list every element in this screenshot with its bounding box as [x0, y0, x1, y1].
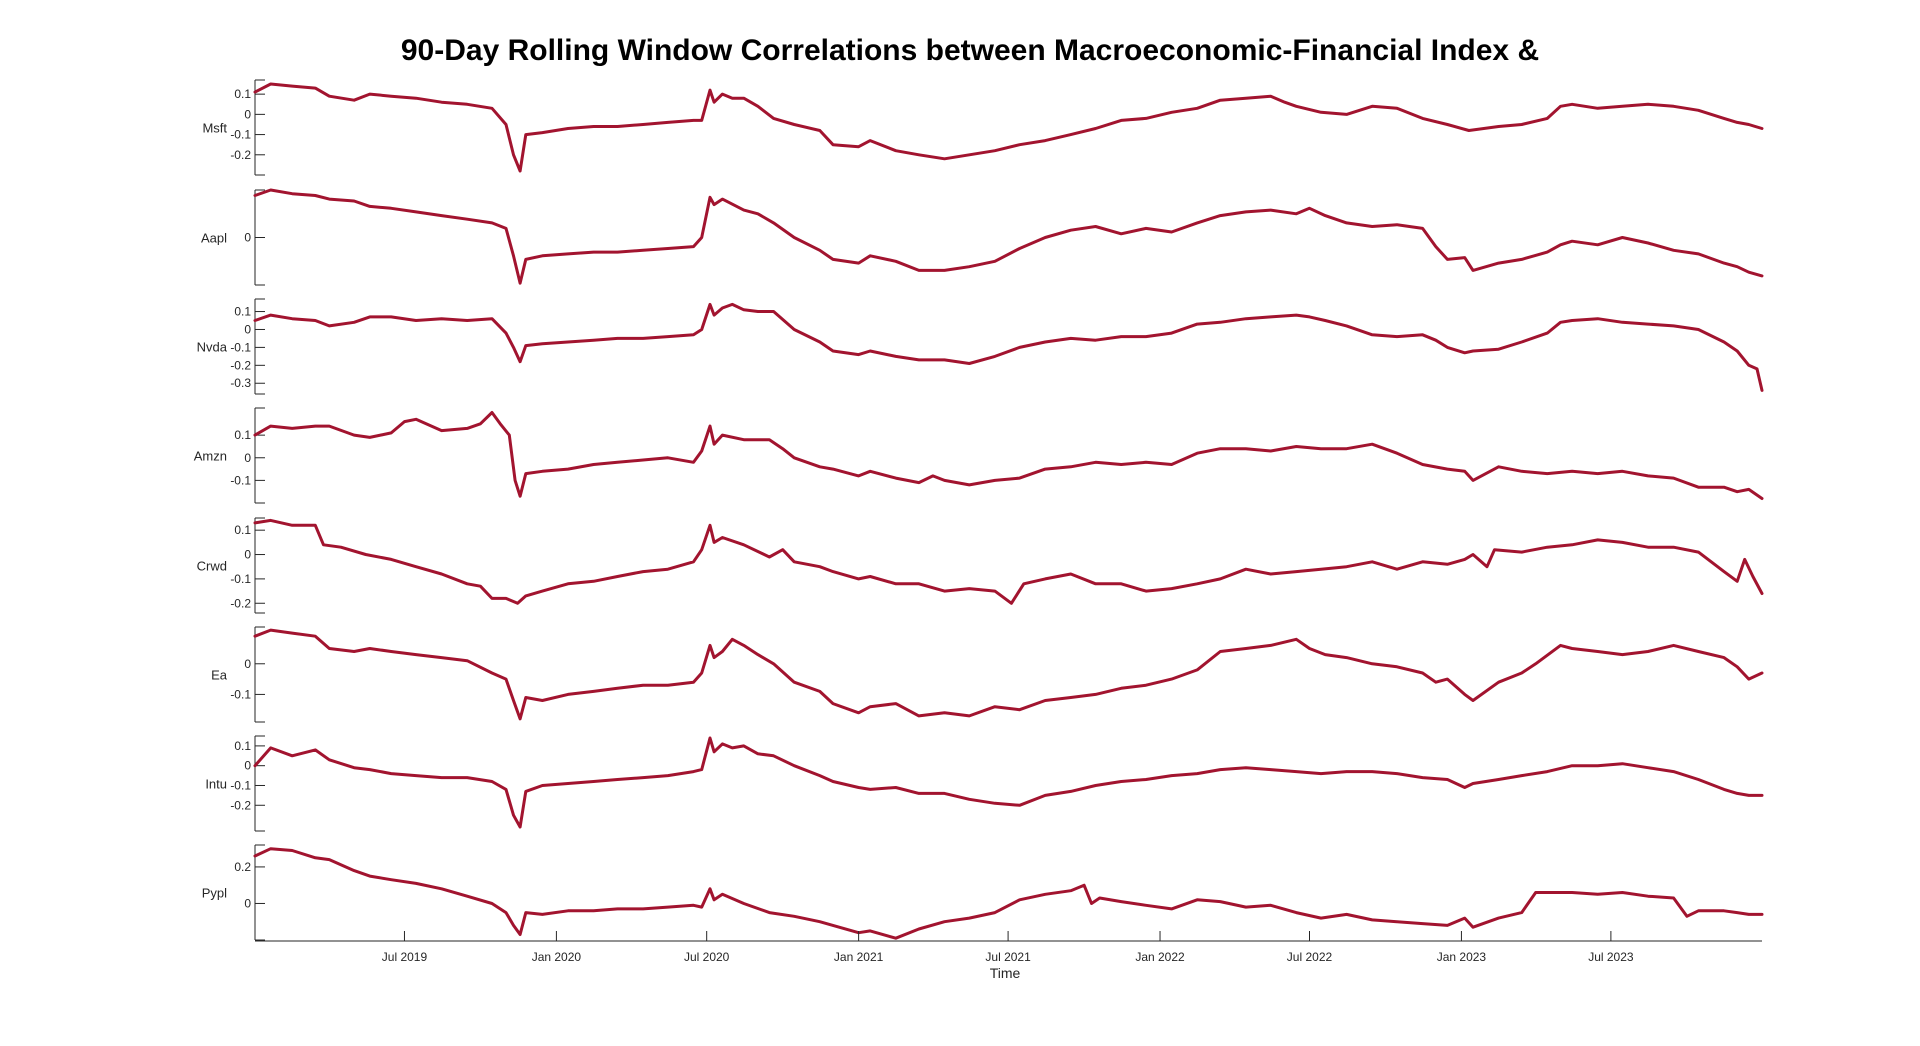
y-tick-label: 0.1 [234, 523, 251, 537]
x-tick-label: Jan 2022 [1135, 950, 1185, 964]
y-tick-label: -0.1 [230, 572, 251, 586]
x-tick-label: Jan 2020 [532, 950, 582, 964]
chart-title: 90-Day Rolling Window Correlations betwe… [401, 34, 1539, 67]
series-line-nvda [253, 302, 1764, 392]
series-line-msft [253, 82, 1764, 173]
subplot-ea: 0 -0.1Ea [211, 626, 1764, 723]
x-tick-label: Jul 2020 [684, 950, 730, 964]
series-label: Nvda [197, 340, 228, 355]
y-tick-label: 0.1 [234, 739, 251, 753]
y-tick-label: 0 [244, 759, 251, 773]
y-tick-label: 0 [244, 322, 251, 336]
series-line-crwd [253, 518, 1764, 605]
y-tick-label: -0.2 [230, 148, 251, 162]
x-axis: Jul 2019 Jan 2020 Jul 2020 Jan 2021 Jul 2021… [255, 931, 1762, 964]
x-tick-label: Jul 2022 [1287, 950, 1333, 964]
subplot-crwd: 0.1 0 -0.1 -0.2 Crwd [197, 517, 1764, 614]
y-tick-label: -0.1 [230, 473, 251, 487]
series-label: Aapl [201, 231, 227, 246]
y-tick-label: 0.1 [234, 428, 251, 442]
y-tick-label: 0 [244, 107, 251, 121]
series-label: Amzn [194, 449, 227, 464]
series-label: Pypl [202, 886, 227, 901]
series-line-ea [253, 628, 1764, 721]
series-line-pypl [253, 847, 1764, 940]
y-tick-label: -0.1 [230, 340, 251, 354]
subplot-aapl: 0 Aapl [201, 188, 1764, 286]
y-tick-label: -0.2 [230, 798, 251, 812]
y-tick-label: 0.2 [234, 860, 251, 874]
series-label: Crwd [197, 559, 227, 574]
y-tick-label: -0.2 [230, 596, 251, 610]
x-tick-label: Jul 2021 [985, 950, 1031, 964]
series-line-aapl [253, 188, 1764, 285]
y-tick-label: 0 [244, 896, 251, 910]
y-tick-label: 0 [244, 548, 251, 562]
y-tick-label: -0.3 [230, 376, 251, 390]
y-tick-label: -0.1 [230, 128, 251, 142]
series-label: Intu [205, 777, 227, 792]
subplot-nvda: 0.1 0 -0.1 -0.2 -0.3 Nvda [197, 298, 1764, 395]
x-tick-label: Jan 2023 [1437, 950, 1487, 964]
y-tick-label: 0 [244, 451, 251, 465]
x-tick-label: Jul 2023 [1588, 950, 1634, 964]
y-tick-label: 0 [244, 231, 251, 245]
y-tick-label: 0 [244, 657, 251, 671]
x-axis-label: Time [990, 965, 1021, 981]
y-tick-label: 0.1 [234, 87, 251, 101]
series-label: Msft [202, 121, 227, 136]
subplot-pypl: 0.2 0 Pypl [202, 844, 1764, 941]
y-tick-label: 0.1 [234, 305, 251, 319]
y-tick-label: -0.1 [230, 687, 251, 701]
y-tick-label: -0.2 [230, 358, 251, 372]
subplot-stack: 0.10-0.1-0.2Msft0Aapl0.10-0.1-0.2-0.3Nvd… [194, 79, 1764, 941]
y-tick-label: -0.1 [230, 778, 251, 792]
series-line-intu [253, 736, 1764, 829]
x-tick-label: Jul 2019 [382, 950, 428, 964]
series-line-amzn [253, 411, 1764, 500]
series-label: Ea [211, 668, 228, 683]
x-tick-label: Jan 2021 [834, 950, 884, 964]
